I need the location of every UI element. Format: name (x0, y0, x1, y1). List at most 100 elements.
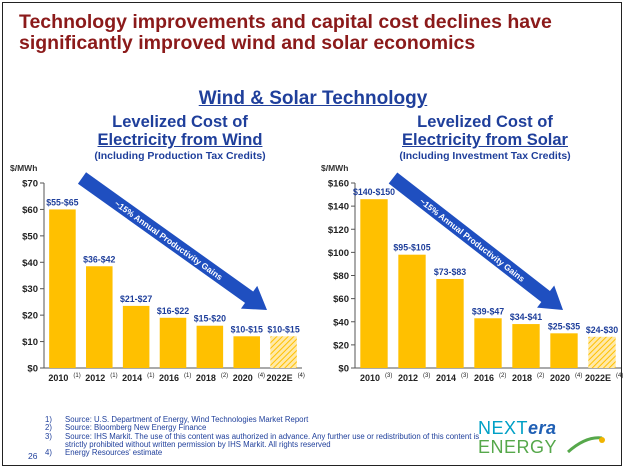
solar-xtick-label: 2016 (474, 373, 494, 383)
wind-xtick-label: 2020 (233, 373, 253, 383)
solar-ytick-label: $160 (328, 179, 349, 190)
wind-xtick-label: 2022E (267, 373, 293, 383)
solar-data-label: $24-$30 (586, 325, 618, 335)
solar-data-label: $25-$35 (548, 321, 580, 331)
solar-xtick-note: (4) (616, 373, 623, 379)
wind-bar (86, 266, 113, 368)
solar-title-line1: Levelized Cost of (417, 113, 553, 131)
wind-arrow-shape (77, 172, 267, 310)
wind-bar (159, 317, 187, 368)
slide-frame (2, 2, 622, 466)
solar-ytick-label: $60 (333, 294, 349, 305)
nextera-energy-logo: NEXTera ENERGY (478, 418, 608, 458)
footnote: 4) Energy Resources' estimate (45, 448, 163, 458)
solar-ylabel: $/MWh (321, 163, 348, 173)
solar-xtick-note: (4) (575, 373, 582, 379)
wind-ytick-label: $50 (22, 231, 38, 242)
wind-ytick-label: $70 (22, 179, 38, 190)
solar-xtick-label: 2018 (512, 373, 532, 383)
wind-bar (270, 336, 297, 368)
solar-ytick-label: $140 (328, 202, 349, 213)
wind-data-label: $55-$65 (46, 197, 78, 207)
solar-ytick-label: $20 (333, 340, 349, 351)
wind-ylabel: $/MWh (10, 163, 37, 173)
wind-xtick-note: (1) (73, 373, 80, 379)
solar-xtick-note: (2) (537, 373, 544, 379)
solar-bar (474, 318, 502, 368)
wind-title-line1: Levelized Cost of (112, 113, 248, 131)
solar-arrow-shape (388, 172, 563, 310)
wind-ytick-label: $20 (22, 311, 38, 322)
logo-line2: ENERGY (478, 437, 558, 457)
solar-ytick-label: $80 (333, 271, 349, 282)
solar-xtick-label: 2020 (550, 373, 570, 383)
footnote: 2) Source: Bloomberg New Energy Finance (45, 423, 207, 433)
logo-swoosh-icon (567, 436, 605, 454)
solar-xtick-label: 2012 (398, 373, 418, 383)
solar-bar (588, 336, 616, 368)
wind-ytick-label: $40 (22, 258, 38, 269)
solar-data-label: $95-$105 (393, 243, 430, 253)
wind-xtick-note: (2) (221, 373, 228, 379)
solar-data-label: $73-$83 (434, 267, 466, 277)
wind-data-label: $10-$15 (231, 324, 263, 334)
wind-xtick-label: 2018 (196, 373, 216, 383)
solar-lcoe-chart: $/MWh $0 $20 $40 $60 $80 $100 $120 $140 $160 $140-… (321, 163, 623, 383)
solar-xtick-note: (3) (423, 373, 430, 379)
solar-xtick-note: (3) (385, 373, 392, 379)
logo-line1: NEXTera (478, 418, 557, 438)
solar-ytick-label: $0 (338, 364, 349, 375)
solar-data-label: $39-$47 (472, 306, 504, 316)
solar-data-label: $140-$150 (353, 187, 395, 197)
footnotes: 1) Source: U.S. Department of Energy, Win… (45, 415, 495, 458)
wind-ytick-label: $0 (27, 364, 38, 375)
wind-bar (122, 305, 150, 368)
footnote: 3) Source: IHS Markit. The use of this co… (45, 431, 480, 449)
solar-xtick-label: 2010 (360, 373, 380, 383)
solar-ytick-label: $40 (333, 317, 349, 328)
wind-data-label: $16-$22 (157, 306, 189, 316)
wind-data-label: $10-$15 (267, 324, 299, 334)
wind-xtick-note: (1) (147, 373, 154, 379)
solar-data-label: $34-$41 (510, 312, 542, 322)
slide-title: Technology improvements and capital cost… (19, 11, 552, 54)
wind-xtick-note: (4) (298, 373, 305, 379)
footnote: 1) Source: U.S. Department of Energy, Win… (45, 415, 309, 424)
page-number: 26 (28, 451, 38, 461)
wind-ytick-label: $30 (22, 284, 38, 295)
solar-bar (436, 278, 464, 368)
wind-data-label: $21-$27 (120, 294, 152, 304)
wind-xtick-label: 2014 (122, 373, 142, 383)
wind-xtick-label: 2010 (48, 373, 68, 383)
wind-lcoe-chart: $/MWh $0 $10 $20 $30 $40 $50 $60 $70 $55-$65 2010 (… (10, 163, 305, 383)
wind-bar (49, 209, 76, 368)
solar-ytick-label: $120 (328, 225, 349, 236)
wind-title-line2: Electricity from Wind (97, 131, 263, 149)
wind-arrow-label: ~15% Annual Productivity Gains (113, 198, 225, 282)
solar-title-line2: Electricity from Solar (402, 131, 568, 149)
solar-bar (550, 333, 578, 368)
solar-bar (512, 324, 540, 368)
wind-xtick-note: (1) (110, 373, 117, 379)
solar-bar (360, 199, 388, 368)
solar-xtick-label: 2014 (436, 373, 456, 383)
section-heading: Wind & Solar Technology (198, 88, 428, 109)
solar-chart-title: Levelized Cost of Electricity from Solar (360, 113, 610, 149)
wind-bar (233, 336, 260, 368)
solar-ytick-label: $100 (328, 248, 349, 259)
wind-chart-title: Levelized Cost of Electricity from Wind (55, 113, 305, 149)
wind-data-label: $36-$42 (83, 254, 115, 264)
solar-xtick-label: 2022E (585, 373, 611, 383)
solar-xtick-note: (2) (499, 373, 506, 379)
wind-data-label: $15-$20 (194, 314, 226, 324)
wind-xtick-note: (4) (258, 373, 265, 379)
solar-bar (398, 254, 426, 368)
wind-xtick-note: (1) (184, 373, 191, 379)
wind-xtick-label: 2012 (85, 373, 105, 383)
solar-xtick-note: (3) (461, 373, 468, 379)
wind-ytick-label: $10 (22, 337, 38, 348)
wind-chart-subtitle: (Including Production Tax Credits) (94, 150, 266, 162)
wind-bar (196, 325, 224, 368)
solar-chart-subtitle: (Including Investment Tax Credits) (399, 150, 571, 162)
wind-ytick-label: $60 (22, 205, 38, 216)
